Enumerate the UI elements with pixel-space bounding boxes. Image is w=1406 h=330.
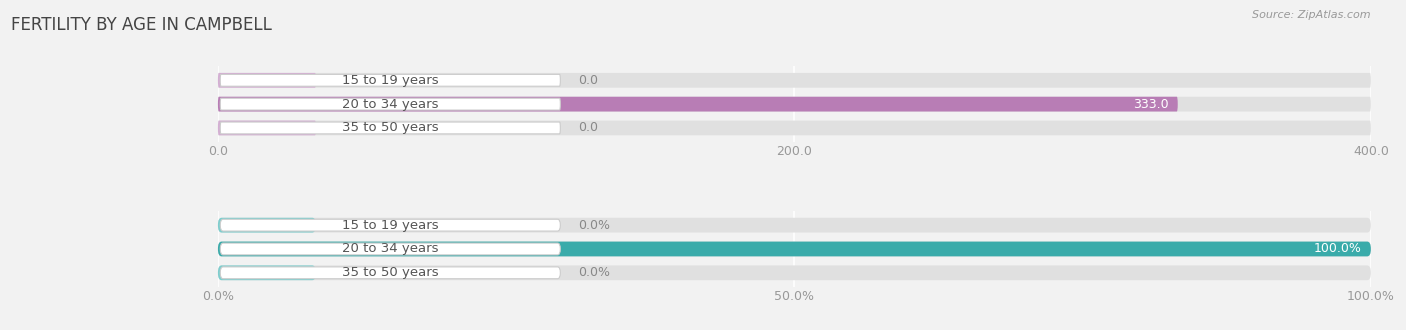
FancyBboxPatch shape (218, 97, 1178, 112)
FancyBboxPatch shape (218, 242, 1371, 256)
FancyBboxPatch shape (221, 74, 561, 86)
FancyBboxPatch shape (221, 98, 561, 110)
FancyBboxPatch shape (218, 73, 1371, 88)
FancyBboxPatch shape (218, 242, 1371, 256)
FancyBboxPatch shape (221, 267, 561, 279)
Text: 0.0: 0.0 (578, 74, 598, 87)
Text: Source: ZipAtlas.com: Source: ZipAtlas.com (1253, 10, 1371, 20)
Text: 15 to 19 years: 15 to 19 years (342, 74, 439, 87)
Text: 20 to 34 years: 20 to 34 years (342, 243, 439, 255)
FancyBboxPatch shape (218, 120, 316, 135)
Text: 35 to 50 years: 35 to 50 years (342, 121, 439, 134)
FancyBboxPatch shape (218, 73, 316, 88)
FancyBboxPatch shape (218, 265, 1371, 280)
Text: FERTILITY BY AGE IN CAMPBELL: FERTILITY BY AGE IN CAMPBELL (11, 16, 273, 35)
Text: 20 to 34 years: 20 to 34 years (342, 98, 439, 111)
FancyBboxPatch shape (218, 120, 1371, 135)
Text: 35 to 50 years: 35 to 50 years (342, 266, 439, 279)
Text: 333.0: 333.0 (1133, 98, 1168, 111)
FancyBboxPatch shape (218, 218, 1371, 233)
Text: 0.0%: 0.0% (578, 266, 610, 279)
Text: 0.0%: 0.0% (578, 219, 610, 232)
Text: 0.0: 0.0 (578, 121, 598, 134)
FancyBboxPatch shape (218, 97, 1371, 112)
FancyBboxPatch shape (221, 243, 561, 255)
FancyBboxPatch shape (221, 122, 561, 134)
Text: 100.0%: 100.0% (1313, 243, 1361, 255)
FancyBboxPatch shape (218, 265, 316, 280)
FancyBboxPatch shape (218, 218, 316, 233)
Text: 15 to 19 years: 15 to 19 years (342, 219, 439, 232)
FancyBboxPatch shape (221, 219, 561, 231)
